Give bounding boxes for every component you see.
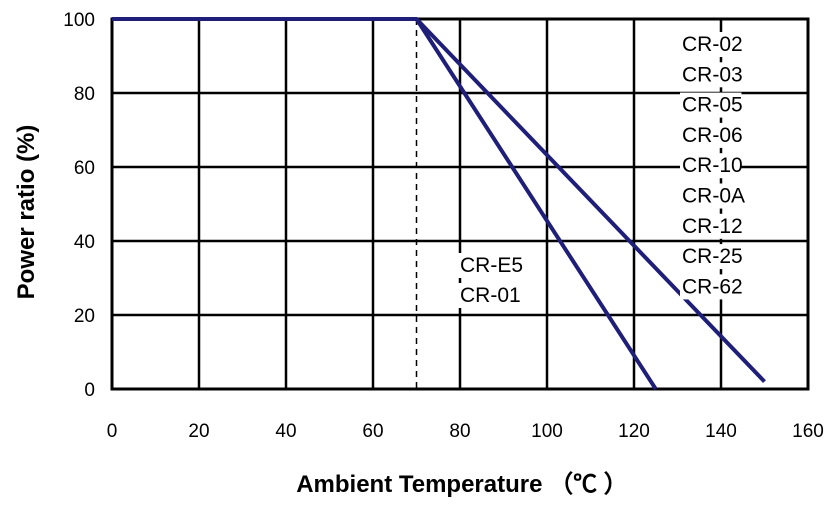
plot-frame	[110, 17, 810, 391]
x-tick-label: 40	[275, 421, 296, 442]
x-tick-label: 0	[107, 421, 118, 442]
series-label: CR-03	[682, 63, 743, 86]
series-label: CR-0A	[682, 185, 745, 208]
y-tick-label: 100	[63, 10, 95, 31]
series-label: CR-12	[682, 215, 743, 238]
series-label: CR-05	[682, 94, 743, 117]
y-tick-label: 20	[74, 306, 95, 327]
y-axis-label: Power ratio (%)	[13, 125, 40, 300]
series-label-bg	[680, 244, 742, 270]
x-tick-label: 160	[792, 421, 824, 442]
y-tick-label: 60	[74, 158, 95, 179]
series-label-bg	[680, 183, 742, 209]
axis-tick-labels: 0 20 40 60 80 100 120 140 160 0 20 40 60 80 100	[63, 10, 824, 442]
series-line-1	[112, 17, 658, 391]
x-axis-label: Ambient Temperature （℃ ）	[296, 471, 628, 498]
series-label-bg	[680, 92, 742, 118]
x-tick-label: 120	[618, 421, 650, 442]
series-label: CR-62	[682, 275, 743, 298]
series-label-bg	[680, 153, 742, 179]
series-label-bg	[680, 62, 742, 88]
series-label: CR-01	[460, 284, 521, 307]
y-tick-label: 80	[74, 84, 95, 105]
x-tick-label: 100	[531, 421, 563, 442]
series-label: CR-25	[682, 245, 743, 268]
series-label-bg	[458, 253, 520, 278]
x-tick-label: 140	[705, 421, 737, 442]
x-tick-label: 80	[449, 421, 470, 442]
x-tick-label: 60	[362, 421, 383, 442]
series-label: CR-06	[682, 124, 743, 147]
series-label-bg	[680, 122, 742, 148]
series-label-bg	[680, 274, 742, 300]
series-label: CR-E5	[460, 254, 523, 277]
y-tick-label: 0	[84, 380, 95, 401]
series-label-layer: CR-E5 CR-01 CR-02 CR-03 CR-05 CR-06 CR-10 CR-0A…	[458, 32, 745, 308]
series-label-bg	[680, 32, 742, 57]
y-tick-label: 40	[74, 232, 95, 253]
x-tick-label: 20	[188, 421, 209, 442]
series-layer	[112, 17, 766, 391]
series-label-bg	[458, 283, 520, 308]
series-label: CR-10	[682, 154, 743, 177]
series-label: CR-02	[682, 33, 743, 56]
series-line-2	[112, 17, 766, 383]
series-label-bg	[680, 213, 742, 239]
